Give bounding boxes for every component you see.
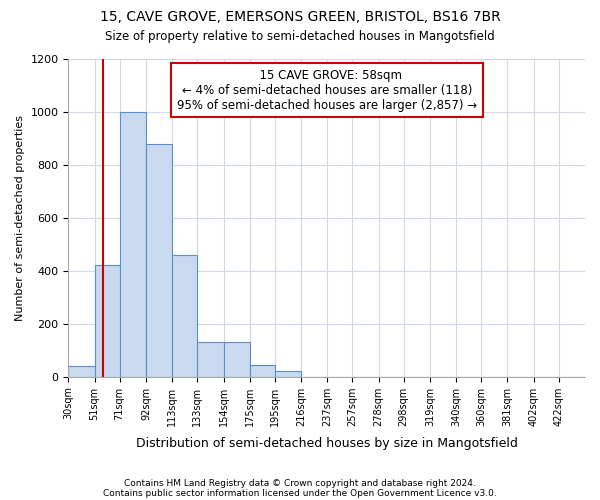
Text: 15, CAVE GROVE, EMERSONS GREEN, BRISTOL, BS16 7BR: 15, CAVE GROVE, EMERSONS GREEN, BRISTOL,…	[100, 10, 500, 24]
Text: Contains public sector information licensed under the Open Government Licence v3: Contains public sector information licen…	[103, 488, 497, 498]
Bar	[119, 112, 146, 376]
Bar	[95, 266, 119, 376]
Bar	[250, 365, 275, 376]
Bar	[224, 342, 250, 376]
X-axis label: Distribution of semi-detached houses by size in Mangotsfield: Distribution of semi-detached houses by …	[136, 437, 518, 450]
Text: 15 CAVE GROVE: 58sqm
← 4% of semi-detached houses are smaller (118)
95% of semi-: 15 CAVE GROVE: 58sqm ← 4% of semi-detach…	[176, 68, 477, 112]
Bar	[68, 366, 95, 376]
Bar	[146, 144, 172, 376]
Bar	[275, 372, 301, 376]
Bar	[197, 342, 224, 376]
Text: Size of property relative to semi-detached houses in Mangotsfield: Size of property relative to semi-detach…	[105, 30, 495, 43]
Text: Contains HM Land Registry data © Crown copyright and database right 2024.: Contains HM Land Registry data © Crown c…	[124, 478, 476, 488]
Y-axis label: Number of semi-detached properties: Number of semi-detached properties	[15, 115, 25, 321]
Bar	[172, 255, 197, 376]
